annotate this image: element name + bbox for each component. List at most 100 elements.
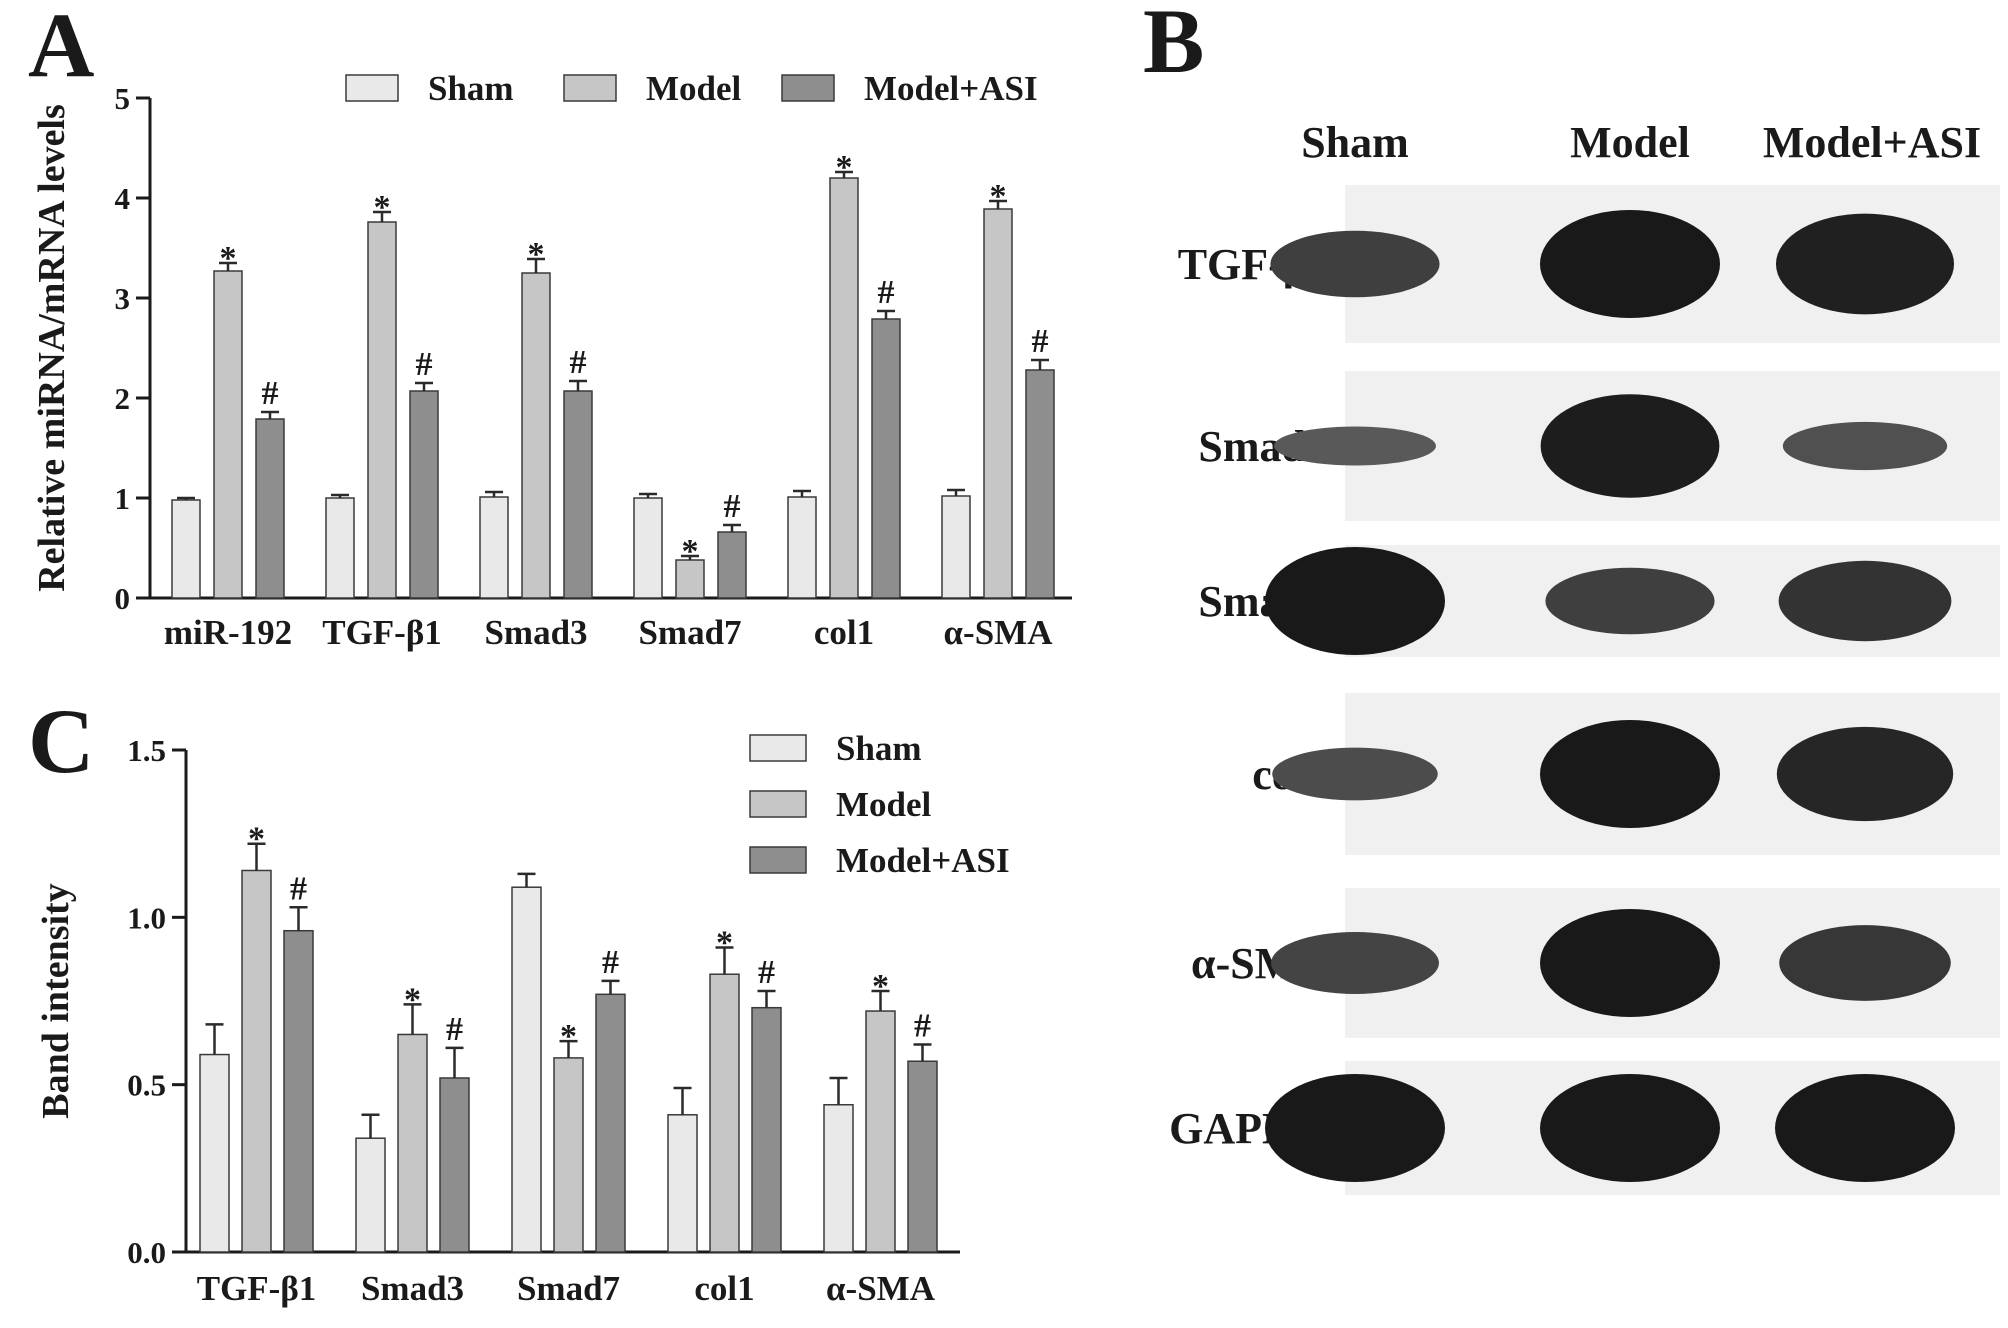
significance-asterisk: * bbox=[220, 240, 237, 277]
bar bbox=[709, 973, 740, 1253]
bar bbox=[823, 1103, 854, 1253]
western-blot-b: ShamModelModel+ASITGF-β1Smad3Smad7col1α-… bbox=[1169, 118, 2000, 1195]
blot-band bbox=[1779, 925, 1951, 1001]
x-category-label: Smad7 bbox=[517, 1269, 620, 1308]
bar bbox=[439, 1077, 470, 1253]
y-tick-label: 0.0 bbox=[127, 1235, 166, 1270]
significance-hash: # bbox=[724, 488, 741, 525]
bar bbox=[397, 1033, 428, 1253]
significance-hash: # bbox=[416, 346, 433, 383]
bar bbox=[907, 1060, 938, 1253]
blot-band bbox=[1775, 213, 1955, 315]
bar bbox=[521, 272, 551, 599]
blot-band bbox=[1270, 230, 1440, 298]
blot-column-label: Model bbox=[1570, 118, 1690, 167]
x-category-label: col1 bbox=[694, 1269, 754, 1308]
y-tick-label: 3 bbox=[115, 281, 131, 316]
bar bbox=[479, 496, 509, 599]
chart-a: 0 1 2 3 4 5 Relative miRNA/mRNA levels * # miR-19… bbox=[31, 69, 1072, 652]
significance-hash: # bbox=[602, 944, 619, 981]
significance-asterisk: * bbox=[528, 236, 545, 273]
blot-band bbox=[1775, 1074, 1955, 1182]
x-category-label: Smad3 bbox=[361, 1269, 464, 1308]
bar bbox=[213, 270, 243, 599]
bar bbox=[255, 418, 285, 599]
y-tick-label: 1.5 bbox=[127, 733, 166, 768]
legend-swatch bbox=[563, 74, 617, 102]
legend-swatch bbox=[345, 74, 399, 102]
y-tick-label: 0 bbox=[115, 581, 131, 616]
blot-band bbox=[1540, 720, 1720, 828]
significance-asterisk: * bbox=[374, 189, 391, 226]
blot-band bbox=[1778, 560, 1952, 642]
legend-label: Model bbox=[836, 785, 932, 824]
legend-swatch bbox=[749, 846, 807, 874]
legend-swatch bbox=[749, 790, 807, 818]
panel-a-letter: A bbox=[28, 0, 94, 96]
bar bbox=[553, 1057, 584, 1253]
bar bbox=[367, 221, 397, 599]
significance-hash: # bbox=[570, 344, 587, 381]
significance-hash: # bbox=[290, 870, 307, 907]
x-category-label: TGF-β1 bbox=[322, 613, 442, 652]
blot-band bbox=[1540, 394, 1720, 498]
blot-band bbox=[1265, 1074, 1445, 1182]
significance-hash: # bbox=[262, 375, 279, 412]
significance-asterisk: * bbox=[716, 924, 733, 961]
y-tick-label: 4 bbox=[115, 181, 131, 216]
bar bbox=[171, 499, 201, 599]
x-category-label: α-SMA bbox=[944, 613, 1054, 652]
blot-band bbox=[1545, 567, 1715, 635]
y-tick-label: 5 bbox=[115, 81, 131, 116]
legend-label: Sham bbox=[428, 69, 514, 108]
x-category-label: col1 bbox=[814, 613, 874, 652]
bar bbox=[829, 177, 859, 599]
y-axis-title: Relative miRNA/mRNA levels bbox=[31, 104, 73, 592]
significance-asterisk: * bbox=[836, 149, 853, 186]
bar bbox=[511, 886, 542, 1253]
legend-label: Model+ASI bbox=[836, 841, 1010, 880]
chart-c: 0.0 0.5 1.0 1.5 Band intensity * # TGF-β1 * # Smad… bbox=[35, 729, 1010, 1308]
bar bbox=[199, 1053, 230, 1253]
significance-hash: # bbox=[878, 274, 895, 311]
blot-band bbox=[1271, 932, 1439, 994]
bar bbox=[241, 869, 272, 1253]
legend-label: Sham bbox=[836, 729, 922, 768]
legend-swatch bbox=[781, 74, 835, 102]
bar bbox=[717, 531, 747, 599]
legend-label: Model+ASI bbox=[864, 69, 1038, 108]
bar bbox=[409, 390, 439, 599]
bar bbox=[675, 559, 705, 599]
significance-hash: # bbox=[914, 1008, 931, 1045]
x-category-label: Smad3 bbox=[484, 613, 587, 652]
blot-column-label: Model+ASI bbox=[1763, 118, 1981, 167]
x-category-label: miR-192 bbox=[164, 613, 292, 652]
significance-hash: # bbox=[758, 954, 775, 991]
x-category-label: TGF-β1 bbox=[197, 1269, 317, 1308]
x-category-label: α-SMA bbox=[826, 1269, 936, 1308]
bar bbox=[865, 1010, 896, 1253]
blot-band bbox=[1265, 547, 1445, 655]
bar bbox=[1025, 369, 1055, 599]
x-category-label: Smad7 bbox=[638, 613, 741, 652]
significance-asterisk: * bbox=[990, 178, 1007, 215]
bar bbox=[283, 929, 314, 1253]
bar bbox=[563, 390, 593, 599]
y-tick-label: 0.5 bbox=[127, 1068, 166, 1103]
legend-swatch bbox=[749, 734, 807, 762]
blot-band bbox=[1540, 909, 1720, 1017]
significance-asterisk: * bbox=[682, 533, 699, 570]
significance-asterisk: * bbox=[404, 981, 421, 1018]
bar bbox=[355, 1137, 386, 1253]
bar bbox=[325, 497, 355, 599]
bar bbox=[633, 497, 663, 599]
bar bbox=[667, 1114, 698, 1253]
significance-hash: # bbox=[1032, 323, 1049, 360]
panel-c-letter: C bbox=[28, 690, 94, 792]
bar bbox=[787, 496, 817, 599]
legend-label: Model bbox=[646, 69, 742, 108]
y-tick-label: 1.0 bbox=[127, 900, 166, 935]
significance-hash: # bbox=[446, 1011, 463, 1048]
blot-band bbox=[1540, 1074, 1720, 1182]
